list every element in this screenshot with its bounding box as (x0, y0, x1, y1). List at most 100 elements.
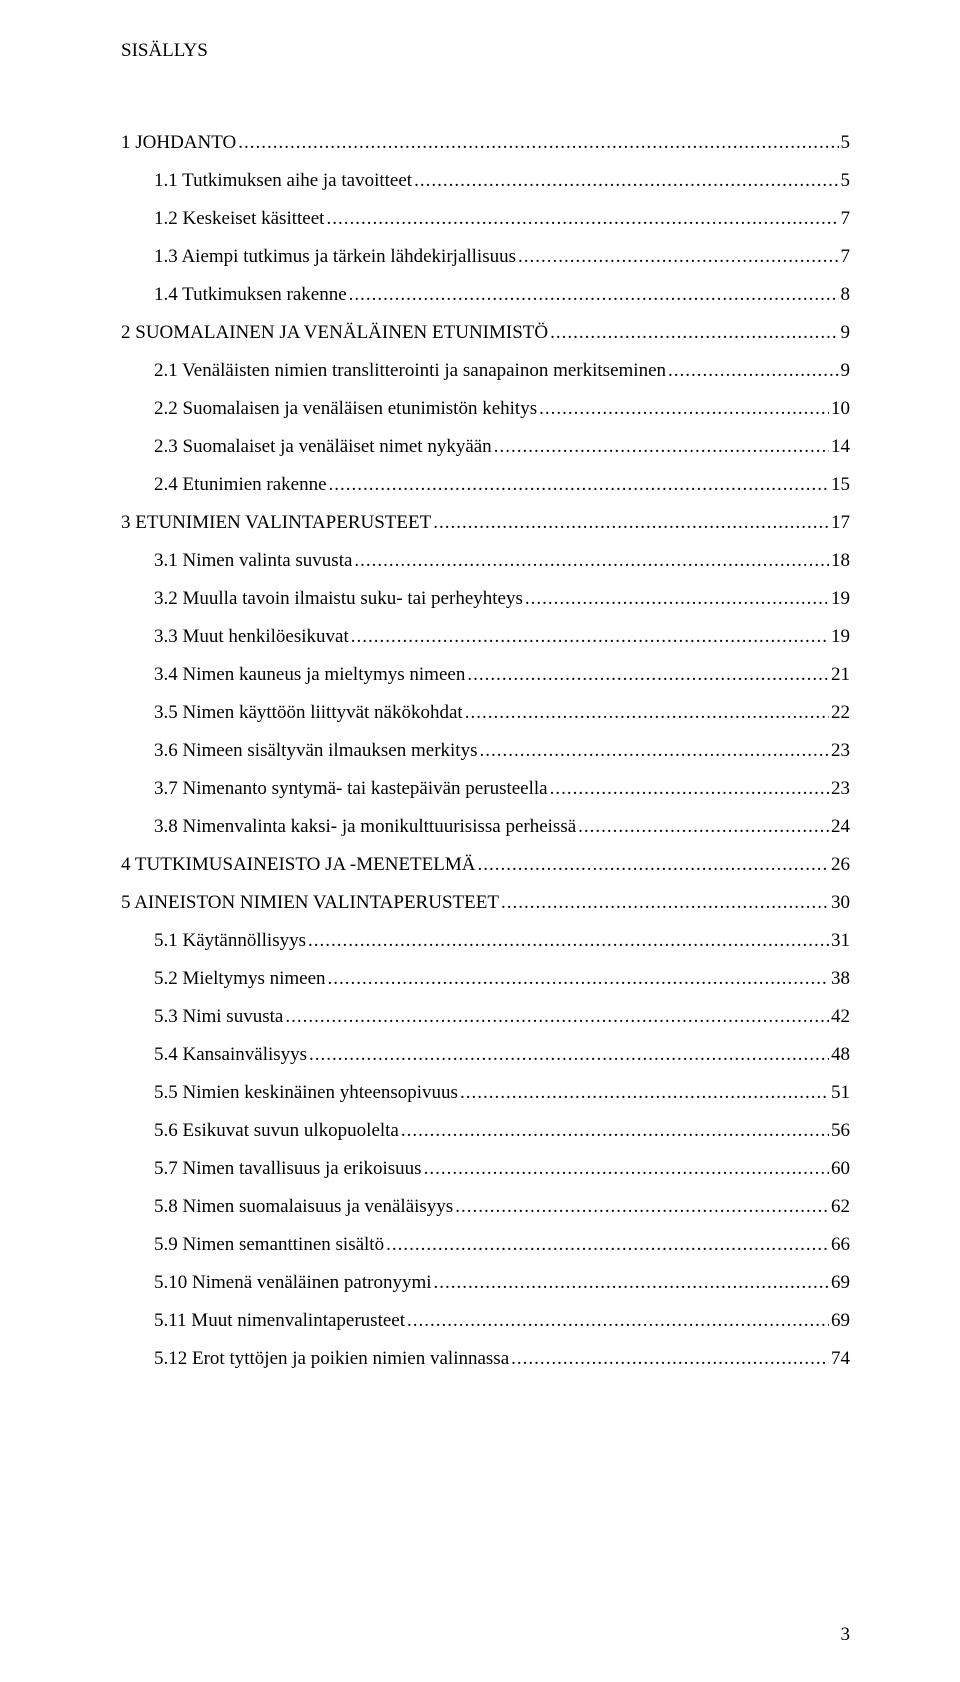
toc-entry-page: 21 (829, 656, 850, 694)
toc-entry-page: 7 (839, 200, 851, 238)
toc-entry-page: 48 (829, 1036, 850, 1074)
toc-entry: 3.8 Nimenvalinta kaksi- ja monikulttuuri… (121, 808, 850, 846)
toc-leader (326, 200, 838, 238)
toc-entry: 3 ETUNIMIEN VALINTAPERUSTEET17 (121, 504, 850, 542)
toc-entry-page: 7 (839, 238, 851, 276)
toc-entry: 2.3 Suomalaiset ja venäläiset nimet nyky… (121, 428, 850, 466)
toc-entry-page: 23 (829, 770, 850, 808)
toc-entry-page: 9 (839, 314, 851, 352)
toc-leader (328, 960, 829, 998)
toc-leader (455, 1188, 829, 1226)
toc-leader (386, 1226, 829, 1264)
toc-entry-page: 31 (829, 922, 850, 960)
toc-entry: 5.8 Nimen suomalaisuus ja venäläisyys62 (121, 1188, 850, 1226)
toc-entry: 5.9 Nimen semanttinen sisältö66 (121, 1226, 850, 1264)
toc-leader (308, 922, 829, 960)
toc-entry-label: 3.1 Nimen valinta suvusta (154, 542, 354, 580)
toc-entry: 5.6 Esikuvat suvun ulkopuolelta 56 (121, 1112, 850, 1150)
toc-entry-label: 1 JOHDANTO (121, 124, 238, 162)
toc-entry-page: 51 (829, 1074, 850, 1112)
toc-leader (518, 238, 838, 276)
toc-list: 1 JOHDANTO51.1 Tutkimuksen aihe ja tavoi… (121, 124, 850, 1378)
toc-entry-label: 5.5 Nimien keskinäinen yhteensopivuus (154, 1074, 460, 1112)
toc-entry: 2.2 Suomalaisen ja venäläisen etunimistö… (121, 390, 850, 428)
toc-entry-label: 2.2 Suomalaisen ja venäläisen etunimistö… (154, 390, 539, 428)
toc-entry-label: 2 SUOMALAINEN JA VENÄLÄINEN ETUNIMISTÖ (121, 314, 550, 352)
toc-entry: 3.4 Nimen kauneus ja mieltymys nimeen 21 (121, 656, 850, 694)
toc-entry-page: 18 (829, 542, 850, 580)
toc-leader (285, 998, 829, 1036)
toc-entry-page: 56 (829, 1112, 850, 1150)
toc-entry: 5.3 Nimi suvusta 42 (121, 998, 850, 1036)
toc-entry-page: 62 (829, 1188, 850, 1226)
toc-entry: 5.12 Erot tyttöjen ja poikien nimien val… (121, 1340, 850, 1378)
toc-leader (434, 1264, 829, 1302)
toc-entry-page: 26 (829, 846, 850, 884)
toc-entry: 5.4 Kansainvälisyys48 (121, 1036, 850, 1074)
toc-entry-page: 22 (829, 694, 850, 732)
toc-entry-page: 5 (839, 124, 851, 162)
toc-entry: 3.3 Muut henkilöesikuvat19 (121, 618, 850, 656)
toc-entry-page: 69 (829, 1264, 850, 1302)
toc-leader (433, 504, 829, 542)
toc-entry: 3.6 Nimeen sisältyvän ilmauksen merkitys… (121, 732, 850, 770)
toc-entry-page: 30 (829, 884, 850, 922)
toc-entry-page: 5 (839, 162, 851, 200)
toc-entry: 1.1 Tutkimuksen aihe ja tavoitteet 5 (121, 162, 850, 200)
toc-entry: 3.2 Muulla tavoin ilmaistu suku- tai per… (121, 580, 850, 618)
toc-leader (460, 1074, 829, 1112)
toc-entry-label: 5.3 Nimi suvusta (154, 998, 285, 1036)
toc-entry-label: 1.2 Keskeiset käsitteet (154, 200, 326, 238)
toc-leader (354, 542, 829, 580)
toc-entry-page: 66 (829, 1226, 850, 1264)
toc-entry: 5.10 Nimenä venäläinen patronyymi 69 (121, 1264, 850, 1302)
toc-leader (525, 580, 829, 618)
toc-leader (465, 694, 829, 732)
toc-entry-label: 5.2 Mieltymys nimeen (154, 960, 328, 998)
toc-entry-page: 8 (839, 276, 851, 314)
toc-entry-page: 10 (829, 390, 850, 428)
toc-entry-label: 3.3 Muut henkilöesikuvat (154, 618, 351, 656)
toc-leader (349, 276, 839, 314)
toc-entry-label: 3.4 Nimen kauneus ja mieltymys nimeen (154, 656, 467, 694)
toc-leader (407, 1302, 829, 1340)
toc-entry-page: 24 (829, 808, 850, 846)
toc-entry-label: 2.3 Suomalaiset ja venäläiset nimet nyky… (154, 428, 494, 466)
toc-entry-page: 15 (829, 466, 850, 504)
toc-entry-label: 5.6 Esikuvat suvun ulkopuolelta (154, 1112, 401, 1150)
page-number: 3 (841, 1616, 851, 1654)
toc-entry: 5.5 Nimien keskinäinen yhteensopivuus 51 (121, 1074, 850, 1112)
toc-entry-page: 74 (829, 1340, 850, 1378)
toc-entry: 5 AINEISTON NIMIEN VALINTAPERUSTEET30 (121, 884, 850, 922)
toc-entry-label: 1.1 Tutkimuksen aihe ja tavoitteet (154, 162, 414, 200)
toc-entry-label: 3 ETUNIMIEN VALINTAPERUSTEET (121, 504, 433, 542)
toc-entry: 1 JOHDANTO 5 (121, 124, 850, 162)
toc-entry-page: 42 (829, 998, 850, 1036)
toc-entry-page: 69 (829, 1302, 850, 1340)
toc-entry-label: 1.4 Tutkimuksen rakenne (154, 276, 349, 314)
toc-entry: 3.1 Nimen valinta suvusta 18 (121, 542, 850, 580)
toc-entry: 5.1 Käytännöllisyys 31 (121, 922, 850, 960)
toc-entry-label: 3.8 Nimenvalinta kaksi- ja monikulttuuri… (154, 808, 578, 846)
toc-entry-label: 2.1 Venäläisten nimien translitterointi … (154, 352, 668, 390)
toc-leader (467, 656, 829, 694)
toc-entry-page: 14 (829, 428, 850, 466)
toc-leader (501, 884, 829, 922)
toc-entry: 2 SUOMALAINEN JA VENÄLÄINEN ETUNIMISTÖ 9 (121, 314, 850, 352)
toc-entry: 5.2 Mieltymys nimeen38 (121, 960, 850, 998)
toc-leader (477, 846, 829, 884)
toc-entry-page: 9 (839, 352, 851, 390)
toc-leader (329, 466, 829, 504)
toc-entry-label: 5.1 Käytännöllisyys (154, 922, 308, 960)
toc-entry-label: 3.5 Nimen käyttöön liittyvät näkökohdat (154, 694, 465, 732)
toc-leader (309, 1036, 829, 1074)
toc-leader (414, 162, 838, 200)
toc-leader (238, 124, 838, 162)
toc-entry-label: 5.10 Nimenä venäläinen patronyymi (154, 1264, 434, 1302)
toc-entry-page: 60 (829, 1150, 850, 1188)
toc-entry-label: 4 TUTKIMUSAINEISTO JA -MENETELMÄ (121, 846, 477, 884)
toc-leader (550, 314, 838, 352)
toc-leader (351, 618, 829, 656)
toc-header: SISÄLLYS (121, 32, 850, 70)
toc-leader (494, 428, 829, 466)
